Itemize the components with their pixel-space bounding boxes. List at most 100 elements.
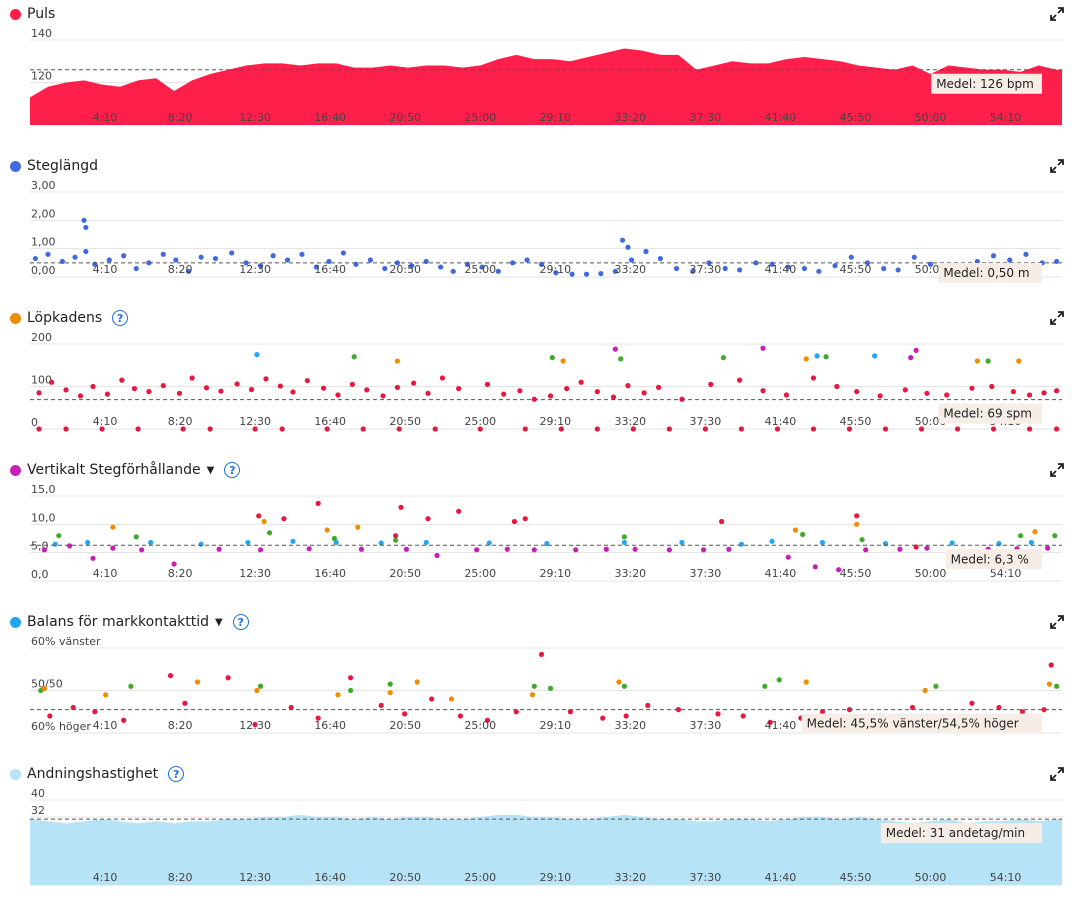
- data-point: [56, 533, 61, 538]
- data-point: [449, 696, 454, 701]
- data-point: [335, 692, 340, 697]
- data-point: [63, 426, 68, 431]
- data-point: [49, 380, 54, 385]
- data-point: [679, 540, 684, 545]
- data-point: [350, 382, 355, 387]
- data-point: [532, 684, 537, 689]
- data-point: [642, 390, 647, 395]
- data-point: [924, 546, 929, 551]
- data-point: [189, 375, 194, 380]
- x-tick-label: 41:40: [765, 415, 797, 428]
- data-point: [254, 352, 259, 357]
- data-point: [305, 378, 310, 383]
- data-point: [217, 547, 222, 552]
- data-point: [849, 255, 854, 260]
- data-point: [361, 426, 366, 431]
- data-point: [341, 250, 346, 255]
- data-point: [512, 519, 517, 524]
- x-tick-label: 12:30: [239, 111, 271, 124]
- data-point: [1049, 662, 1054, 667]
- data-point: [863, 547, 868, 552]
- data-point: [424, 540, 429, 545]
- data-point: [986, 358, 991, 363]
- data-point: [595, 426, 600, 431]
- data-point: [550, 355, 555, 360]
- data-point: [505, 547, 510, 552]
- data-point: [121, 253, 126, 258]
- data-point: [561, 358, 566, 363]
- data-point: [208, 426, 213, 431]
- data-point: [955, 426, 960, 431]
- x-tick-label: 41:40: [765, 567, 797, 580]
- data-point: [53, 542, 58, 547]
- data-point: [103, 692, 108, 697]
- data-point: [36, 426, 41, 431]
- data-point: [262, 519, 267, 524]
- data-point: [854, 513, 859, 518]
- data-point: [325, 527, 330, 532]
- x-tick-label: 29:10: [539, 567, 571, 580]
- y-tick-label: 200: [31, 331, 52, 344]
- data-point: [548, 686, 553, 691]
- data-point: [616, 679, 621, 684]
- data-point: [933, 684, 938, 689]
- data-point: [719, 519, 724, 524]
- data-point: [177, 391, 182, 396]
- data-point: [912, 255, 917, 260]
- data-point: [1054, 684, 1059, 689]
- x-tick-label: 33:20: [614, 263, 646, 276]
- average-label: Medel: 6,3 %: [951, 552, 1029, 566]
- x-tick-label: 20:50: [389, 111, 421, 124]
- data-point: [45, 252, 50, 257]
- data-point: [723, 266, 728, 271]
- data-point: [121, 718, 126, 723]
- data-point: [708, 382, 713, 387]
- data-point: [618, 356, 623, 361]
- data-point: [667, 547, 672, 552]
- average-label: Medel: 69 spm: [943, 407, 1032, 421]
- x-tick-label: 4:10: [93, 567, 118, 580]
- y-tick-label: 10,0: [31, 511, 56, 524]
- x-tick-label: 12:30: [239, 263, 271, 276]
- x-tick-label: 16:40: [314, 263, 346, 276]
- data-point: [90, 556, 95, 561]
- data-point: [411, 381, 416, 386]
- data-point: [1027, 392, 1032, 397]
- data-point: [656, 385, 661, 390]
- x-tick-label: 29:10: [539, 719, 571, 732]
- data-point: [622, 534, 627, 539]
- data-point: [737, 267, 742, 272]
- x-tick-label: 8:20: [168, 415, 193, 428]
- panel-puls: Puls1401201004:108:2012:3016:4020:5025:0…: [0, 0, 1076, 152]
- data-point: [501, 392, 506, 397]
- data-point: [1023, 252, 1028, 257]
- data-point: [530, 692, 535, 697]
- data-point: [83, 249, 88, 254]
- data-point: [517, 388, 522, 393]
- data-point: [161, 252, 166, 257]
- data-point: [625, 383, 630, 388]
- data-point: [1027, 426, 1032, 431]
- data-point: [290, 539, 295, 544]
- data-point: [278, 383, 283, 388]
- y-tick-label: 0: [31, 416, 38, 429]
- x-tick-label: 29:10: [539, 871, 571, 884]
- data-point: [263, 376, 268, 381]
- data-point: [213, 256, 218, 261]
- data-point: [667, 426, 672, 431]
- y-tick-label: 0,00: [31, 264, 56, 277]
- y-tick-label: 32: [31, 804, 45, 817]
- data-point: [804, 679, 809, 684]
- x-tick-label: 25:00: [464, 111, 496, 124]
- data-point: [739, 426, 744, 431]
- data-point: [42, 686, 47, 691]
- x-tick-label: 20:50: [389, 567, 421, 580]
- data-point: [924, 391, 929, 396]
- data-point: [600, 716, 605, 721]
- data-point: [777, 677, 782, 682]
- data-point: [969, 386, 974, 391]
- data-point: [335, 392, 340, 397]
